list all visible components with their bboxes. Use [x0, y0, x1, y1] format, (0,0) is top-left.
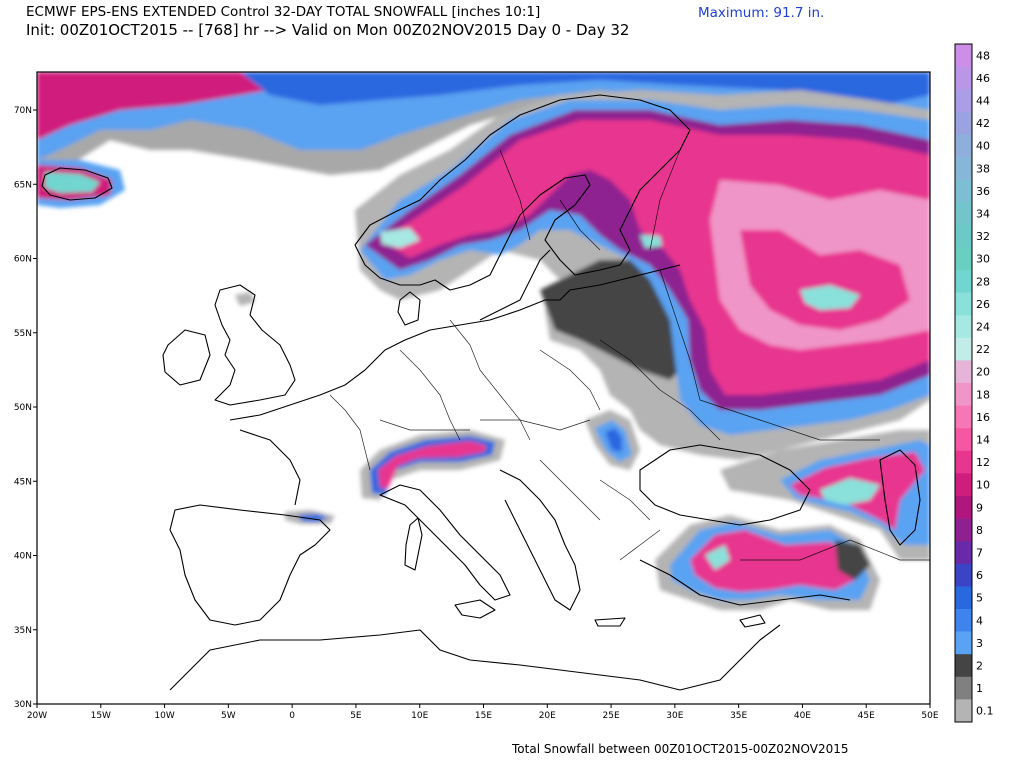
- lon-label: 35E: [730, 711, 747, 721]
- colorbar-label: 4: [976, 614, 983, 627]
- colorbar-label: 1: [976, 682, 983, 695]
- colorbar-label: 5: [976, 592, 983, 605]
- colorbar-swatch: [955, 496, 972, 519]
- colorbar-swatch: [955, 450, 972, 474]
- colorbar-label: 28: [976, 275, 990, 288]
- colorbar-label: 7: [976, 547, 983, 560]
- colorbar-swatch: [955, 360, 972, 384]
- colorbar-swatch: [955, 586, 972, 610]
- colorbar-label: 32: [976, 230, 990, 243]
- colorbar-swatch: [955, 202, 972, 226]
- lon-label: 10W: [154, 711, 174, 721]
- colorbar-swatch: [955, 337, 972, 361]
- colorbar-label: 2: [976, 660, 983, 673]
- footer-caption: Total Snowfall between 00Z01OCT2015-00Z0…: [512, 742, 849, 756]
- colorbar-swatch: [955, 563, 972, 587]
- lon-label: 15E: [475, 711, 492, 721]
- colorbar-label: 24: [976, 321, 990, 334]
- colorbar-swatch: [955, 428, 972, 452]
- colorbar-label: 30: [976, 253, 990, 266]
- lat-label: 70N: [14, 106, 32, 116]
- lon-label: 30E: [666, 711, 683, 721]
- lon-label: 0: [289, 711, 295, 721]
- colorbar-label: 36: [976, 185, 990, 198]
- lat-label: 65N: [14, 180, 32, 190]
- colorbar-swatch: [955, 541, 972, 565]
- colorbar-swatch: [955, 315, 972, 339]
- lat-label: 35N: [14, 626, 32, 636]
- colorbar-swatch: [955, 224, 972, 248]
- colorbar-label: 6: [976, 569, 983, 582]
- colorbar-label: 42: [976, 117, 990, 130]
- colorbar-swatch: [955, 383, 972, 406]
- longitude-labels: 20W 15W 10W 5W 0 5E 10E 15E 20E 25E 30E 35E 40E 45E 50…: [27, 704, 939, 721]
- colorbar-label: 46: [976, 72, 990, 85]
- colorbar-label: 34: [976, 208, 990, 221]
- colorbar-swatch: [955, 111, 972, 135]
- colorbar-swatch: [955, 518, 972, 542]
- colorbar-swatch: [955, 654, 972, 678]
- lat-label: 45N: [14, 477, 32, 487]
- colorbar-swatch: [955, 247, 972, 271]
- lon-label: 25E: [603, 711, 620, 721]
- lat-label: 30N: [14, 700, 32, 710]
- colorbar-swatch: [955, 676, 972, 700]
- latitude-labels: 70N 65N 60N 55N 50N 45N 40N 35N 30N: [14, 106, 37, 710]
- lon-label: 40E: [794, 711, 811, 721]
- colorbar-swatch: [955, 157, 972, 180]
- colorbar-label: 18: [976, 388, 990, 401]
- colorbar-swatch: [955, 292, 972, 316]
- colorbar-label: 26: [976, 298, 990, 311]
- colorbar-swatch: [955, 89, 972, 113]
- lon-label: 10E: [411, 711, 428, 721]
- lat-label: 60N: [14, 255, 32, 265]
- colorbar-label: 9: [976, 501, 983, 514]
- maximum-label: Maximum: 91.7 in.: [698, 5, 825, 21]
- colorbar-label: 10: [976, 479, 990, 492]
- lon-label: 45E: [858, 711, 875, 721]
- colorbar-label: 40: [976, 140, 990, 153]
- colorbar-label: 0.1: [976, 705, 994, 718]
- lon-label: 5W: [221, 711, 236, 721]
- lon-label: 20W: [27, 711, 47, 721]
- colorbar-swatch: [955, 44, 972, 67]
- coastlines: [41, 94, 921, 691]
- colorbar-swatch: [955, 66, 972, 90]
- colorbar-swatch: [955, 631, 972, 655]
- colorbar-label: 22: [976, 343, 990, 356]
- colorbar-swatch: [955, 473, 972, 497]
- colorbar-frame: [954, 43, 973, 723]
- lon-label: 50E: [921, 711, 938, 721]
- colorbar-swatch: [955, 609, 972, 632]
- colorbar-swatch: [955, 270, 972, 293]
- map-subtitle: Init: 00Z01OCT2015 -- [768] hr --> Valid…: [26, 21, 630, 39]
- colorbar-label: 16: [976, 411, 990, 424]
- colorbar-label: 48: [976, 49, 990, 62]
- colorbar-label: 20: [976, 366, 990, 379]
- lon-label: 20E: [539, 711, 556, 721]
- colorbar-swatch: [955, 179, 972, 203]
- colorbar-label: 3: [976, 637, 983, 650]
- lon-label: 5E: [350, 711, 362, 721]
- map-title: ECMWF EPS-ENS EXTENDED Control 32-DAY TO…: [26, 4, 541, 20]
- lat-label: 55N: [14, 329, 32, 339]
- borders: [329, 149, 930, 561]
- colorbar-label: 14: [976, 434, 990, 447]
- colorbar-label: 38: [976, 162, 990, 175]
- colorbar-label: 12: [976, 456, 990, 469]
- colorbar-swatch: [955, 405, 972, 429]
- colorbar-legend: 4846444240383634323028262422201816141210…: [954, 43, 994, 723]
- colorbar-swatch: [955, 134, 972, 158]
- lat-label: 40N: [14, 552, 32, 562]
- colorbar-swatch: [955, 699, 972, 723]
- colorbar-label: 8: [976, 524, 983, 537]
- colorbar-label: 44: [976, 95, 990, 108]
- lat-label: 50N: [14, 403, 32, 413]
- lon-label: 15W: [91, 711, 111, 721]
- snowfall-fields: [37, 72, 930, 691]
